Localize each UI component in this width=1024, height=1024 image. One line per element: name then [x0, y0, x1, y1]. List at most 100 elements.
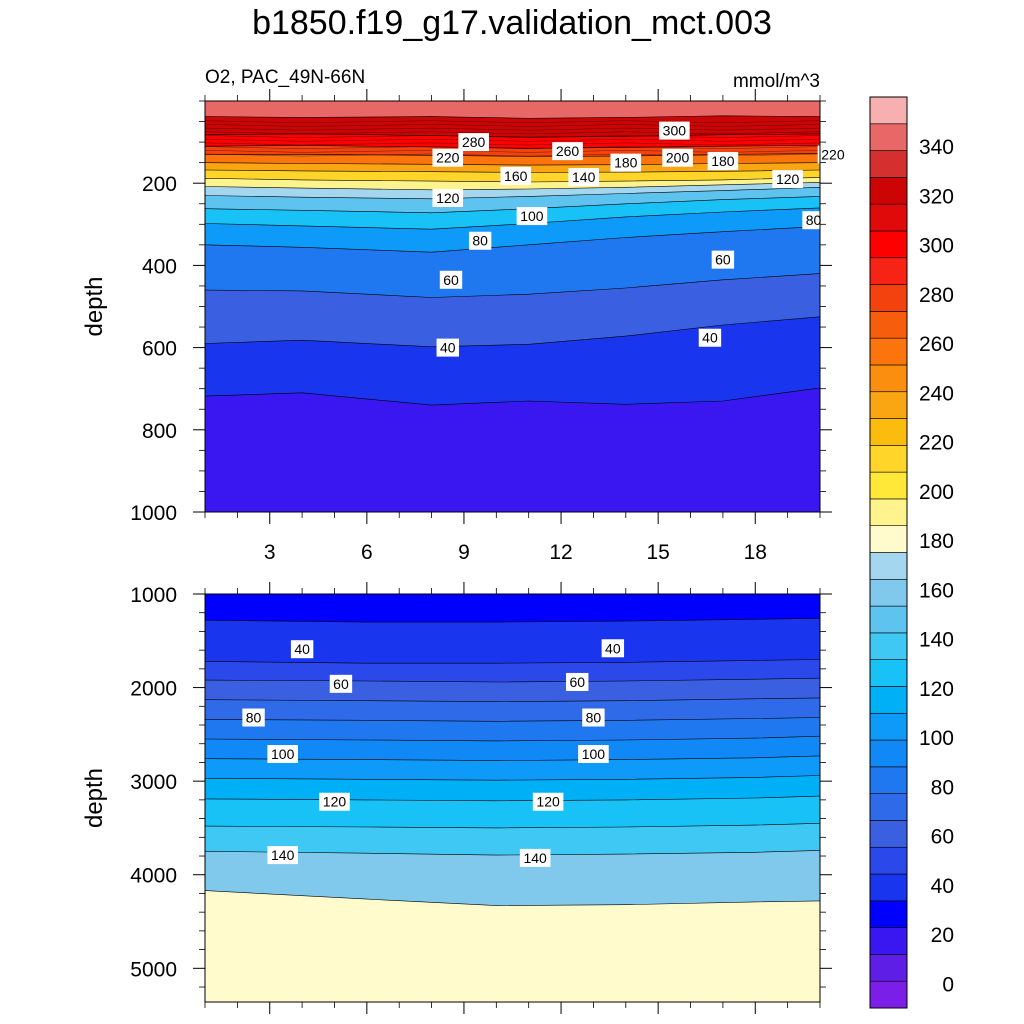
colorbar-swatch — [869, 418, 908, 446]
contour-label-box — [267, 745, 298, 764]
colorbar-swatch — [869, 686, 908, 714]
contour-label-box — [707, 152, 739, 171]
colorbar-swatch — [869, 766, 908, 794]
plot-area — [205, 594, 820, 1002]
colorbar-swatch — [869, 793, 908, 821]
contour-label: 120 — [323, 794, 347, 810]
contour-label: 60 — [569, 674, 585, 690]
colorbar-swatch — [869, 820, 908, 848]
colorbar-swatch — [869, 954, 908, 982]
contour-band — [205, 594, 820, 623]
contour-line-minor — [205, 131, 820, 135]
contour-label: 100 — [271, 746, 295, 762]
contour-line-minor — [205, 138, 820, 142]
contour-label-box — [500, 166, 532, 185]
colorbar-swatch — [869, 900, 908, 928]
colorbar-swatch — [869, 873, 908, 902]
y-tick-label: 1000 — [130, 502, 177, 525]
contour-label-box — [610, 153, 642, 172]
contour-line — [205, 850, 820, 856]
contour-label-box — [698, 328, 722, 347]
colorbar-swatch — [869, 445, 908, 473]
contour-label-box — [432, 188, 464, 207]
contour-label-box — [568, 168, 600, 187]
colorbar-tick-label: 100 — [919, 727, 954, 750]
colorbar-tick-label: 20 — [931, 924, 954, 947]
colorbar-swatch — [869, 230, 908, 259]
colorbar-swatch — [869, 177, 908, 205]
colorbar-tick-label: 340 — [919, 136, 954, 159]
contour-label-box — [578, 745, 609, 764]
contour-label: 120 — [536, 794, 560, 810]
contour-line-minor — [205, 142, 820, 146]
colorbar: 3403203002802602402202001801601401201008… — [869, 96, 954, 1009]
contour-label-box — [711, 250, 735, 269]
contour-line — [205, 890, 820, 906]
contour-line-minor — [205, 146, 820, 149]
colorbar-swatch — [869, 123, 908, 151]
colorbar-swatch — [869, 391, 908, 419]
colorbar-tick-label: 140 — [919, 629, 954, 652]
colorbar-swatch — [869, 311, 908, 339]
contour-label-box — [516, 207, 548, 226]
colorbar-swatch — [869, 257, 908, 285]
colorbar-swatch — [869, 632, 908, 660]
x-tick-label: 6 — [361, 541, 373, 564]
contour-label-box — [566, 672, 589, 691]
x-tick-label: 12 — [549, 541, 572, 564]
y-tick-label: 200 — [142, 173, 177, 196]
contour-label-box — [662, 148, 693, 167]
contour-label-box — [267, 846, 298, 865]
colorbar-swatch — [869, 150, 908, 178]
contour-label: 220 — [436, 150, 460, 166]
x-tick-label: 3 — [264, 541, 276, 564]
contour-line — [205, 755, 820, 761]
contour-label-box — [659, 121, 690, 140]
contour-line — [205, 187, 820, 200]
contour-label: 200 — [666, 150, 690, 166]
contour-label: 180 — [711, 153, 735, 169]
y-tick-label: 3000 — [130, 771, 177, 794]
contour-label-box — [532, 792, 564, 811]
contour-line — [205, 273, 820, 298]
contour-band — [205, 101, 820, 119]
colorbar-tick-label: 160 — [919, 579, 954, 602]
contour-label-box — [468, 231, 492, 250]
contour-line — [205, 226, 820, 253]
contour-label: 40 — [294, 641, 310, 657]
contour-line-minor — [205, 127, 820, 131]
colorbar-tick-label: 240 — [919, 382, 954, 405]
contour-label: 60 — [715, 252, 731, 268]
colorbar-swatch — [869, 980, 908, 1009]
contour-label: 280 — [462, 134, 486, 150]
contour-line — [205, 735, 820, 742]
y-tick-label: 4000 — [130, 865, 177, 888]
contour-label: 120 — [776, 171, 800, 187]
colorbar-swatch — [869, 203, 908, 232]
contour-label: 80 — [472, 233, 488, 249]
colorbar-frame — [869, 96, 908, 1009]
contour-label-box — [290, 640, 314, 659]
chart-title: b1850.f19_g17.validation_mct.003 — [252, 4, 772, 42]
contour-label: 260 — [556, 143, 580, 159]
contour-label: 120 — [436, 190, 460, 206]
contour-label: 60 — [333, 676, 349, 692]
contour-line — [205, 823, 820, 829]
contour-label: 100 — [582, 746, 606, 762]
contour-label-box — [802, 211, 825, 230]
contour-label-box — [439, 270, 463, 289]
colorbar-swatch — [869, 364, 908, 393]
contour-label: 220 — [821, 146, 845, 162]
colorbar-swatch — [869, 96, 908, 125]
y-tick-label: 800 — [142, 420, 177, 443]
contour-label: 160 — [504, 168, 528, 184]
colorbar-tick-label: 80 — [931, 776, 954, 799]
colorbar-swatch — [869, 739, 908, 768]
contour-line-minor — [205, 120, 820, 124]
contour-label: 80 — [806, 212, 822, 228]
contour-line — [205, 618, 820, 623]
contour-line — [205, 775, 820, 781]
colorbar-swatch — [869, 659, 908, 687]
contour-label: 60 — [443, 272, 459, 288]
